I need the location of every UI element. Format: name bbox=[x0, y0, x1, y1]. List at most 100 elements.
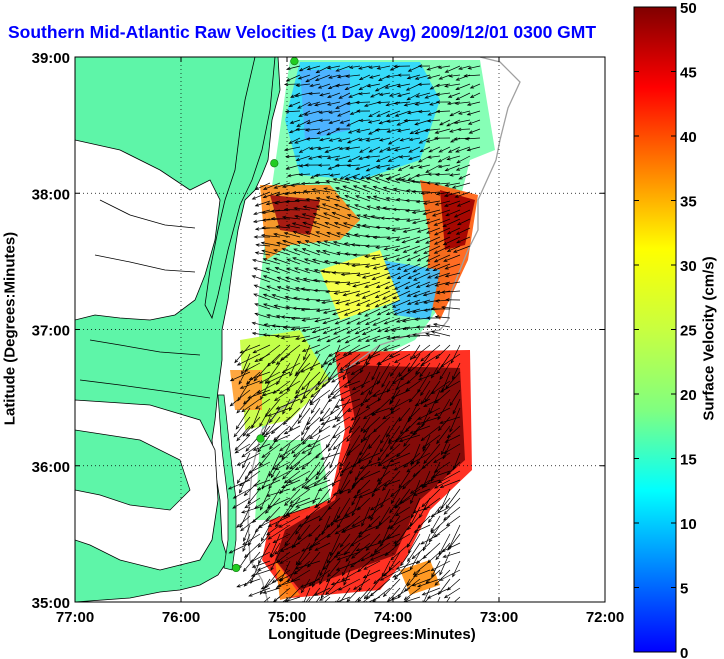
arrow-head bbox=[428, 149, 433, 153]
velocity-arrow bbox=[388, 551, 401, 571]
arrow-head bbox=[304, 297, 310, 302]
arrow-head bbox=[265, 202, 271, 206]
arrow-head bbox=[430, 513, 435, 517]
velocity-arrow bbox=[382, 470, 401, 491]
arrow-head bbox=[335, 567, 340, 571]
velocity-arrow bbox=[397, 263, 411, 270]
velocity-arrow bbox=[302, 344, 321, 352]
arrow-head bbox=[320, 417, 325, 422]
velocity-arrow bbox=[378, 461, 391, 485]
velocity-arrow bbox=[315, 181, 331, 184]
arrow-head bbox=[335, 195, 340, 199]
velocity-arrow bbox=[252, 275, 271, 283]
velocity-arrow bbox=[326, 569, 341, 582]
arrow-head bbox=[390, 499, 395, 505]
arrow-head bbox=[291, 487, 296, 491]
arrow-head bbox=[415, 200, 420, 204]
arrow-head bbox=[392, 295, 397, 300]
arrow-head bbox=[344, 252, 349, 256]
arrow-head bbox=[253, 293, 258, 297]
arrow-head bbox=[372, 235, 377, 240]
velocity-arrow bbox=[414, 299, 431, 305]
arrow-head bbox=[347, 130, 353, 134]
river-line bbox=[99, 199, 196, 229]
arrow-head bbox=[272, 477, 277, 481]
velocity-arrow bbox=[409, 506, 421, 526]
velocity-arrow bbox=[416, 200, 431, 203]
velocity-arrow bbox=[389, 344, 411, 358]
velocity-arrow bbox=[406, 92, 421, 101]
arrow-head bbox=[327, 85, 333, 90]
velocity-arrow bbox=[345, 335, 361, 344]
arrow-head bbox=[288, 479, 293, 483]
arrow-head bbox=[281, 369, 286, 374]
arrow-head bbox=[294, 566, 300, 570]
arrow-head bbox=[383, 483, 388, 487]
arrow-head bbox=[406, 111, 412, 115]
velocity-arrow bbox=[347, 214, 361, 220]
arrow-head bbox=[383, 321, 388, 325]
velocity-arrow bbox=[297, 407, 311, 424]
arrow-head bbox=[337, 604, 340, 607]
velocity-arrow bbox=[295, 461, 311, 471]
arrow-head bbox=[234, 446, 239, 451]
velocity-arrow bbox=[434, 407, 451, 416]
velocity-arrow bbox=[255, 200, 271, 207]
velocity-arrow bbox=[436, 353, 451, 374]
arrow-head bbox=[377, 539, 382, 543]
arrow-head bbox=[274, 550, 279, 555]
arrow-head bbox=[406, 582, 411, 587]
velocity-arrow bbox=[230, 371, 251, 382]
arrow-head bbox=[401, 319, 407, 323]
velocity-arrow bbox=[415, 74, 431, 80]
arrow-head bbox=[364, 254, 369, 258]
arrow-head bbox=[314, 592, 319, 596]
arrow-head bbox=[449, 173, 454, 177]
arrow-head bbox=[414, 122, 419, 126]
arrow-head bbox=[367, 131, 373, 135]
arrow-head bbox=[304, 268, 309, 272]
arrow-head bbox=[361, 295, 367, 299]
velocity-arrow bbox=[258, 515, 281, 528]
velocity-arrow bbox=[390, 479, 411, 497]
velocity-arrow bbox=[431, 362, 441, 379]
arrow-head bbox=[359, 149, 364, 153]
arrow-head bbox=[369, 391, 373, 396]
arrow-head bbox=[413, 250, 418, 254]
arrow-head bbox=[317, 487, 323, 492]
arrow-head bbox=[346, 140, 352, 144]
arrow-head bbox=[295, 504, 300, 508]
velocity-arrow bbox=[313, 221, 331, 229]
velocity-arrow bbox=[394, 353, 411, 363]
velocity-arrow bbox=[298, 110, 311, 117]
velocity-arrow bbox=[294, 207, 311, 211]
arrow-head bbox=[356, 302, 361, 306]
velocity-arrow bbox=[387, 173, 401, 179]
velocity-arrow bbox=[453, 452, 461, 470]
velocity-arrow bbox=[299, 146, 311, 153]
velocity-arrow bbox=[441, 306, 461, 310]
arrow-head bbox=[239, 350, 244, 354]
velocity-arrow bbox=[377, 362, 391, 385]
arrow-head bbox=[255, 405, 260, 410]
velocity-arrow bbox=[370, 551, 391, 561]
velocity-arrow bbox=[379, 92, 391, 96]
velocity-arrow bbox=[378, 353, 391, 366]
arrow-head bbox=[305, 486, 310, 490]
velocity-arrow bbox=[294, 389, 311, 398]
velocity-arrow bbox=[402, 236, 421, 243]
velocity-arrow bbox=[336, 542, 351, 555]
velocity-arrow bbox=[371, 407, 391, 415]
arrow-head bbox=[397, 167, 403, 171]
arrow-head bbox=[411, 514, 415, 519]
arrow-head bbox=[354, 476, 359, 481]
velocity-arrow bbox=[338, 137, 351, 142]
arrow-head bbox=[261, 218, 266, 222]
arrow-head bbox=[332, 434, 337, 439]
arrow-head bbox=[234, 449, 239, 454]
velocity-arrow bbox=[403, 263, 421, 272]
arrow-head bbox=[308, 582, 313, 587]
arrow-head bbox=[268, 485, 273, 490]
arrow-head bbox=[390, 556, 395, 561]
velocity-arrow bbox=[372, 587, 391, 602]
